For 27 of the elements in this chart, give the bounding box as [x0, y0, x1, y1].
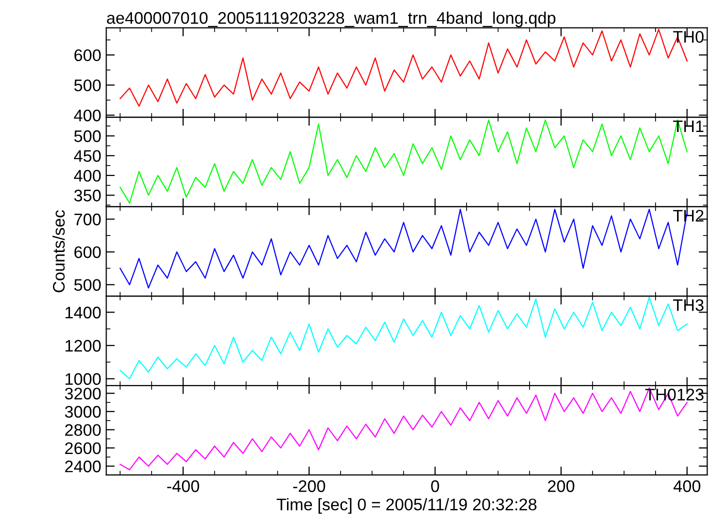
y-tick-label: 2600: [65, 442, 101, 454]
y-tick-label: 500: [74, 79, 101, 92]
y-tick-label: 1000: [66, 373, 101, 385]
chart-title: ae400007010_20051119203228_wam1_trn_4band_long.qdp: [106, 12, 556, 28]
y-tick-label: 1200: [66, 340, 101, 352]
y-tick-label: 3200: [64, 388, 101, 400]
x-tick-label: 0: [431, 480, 440, 492]
y-tick-label: 400: [74, 170, 101, 182]
y-tick-label: 600: [74, 49, 101, 62]
x-tick-label: -200: [293, 480, 326, 492]
y-tick-label: 700: [74, 214, 101, 226]
y-axis-title: Counts/sec: [52, 210, 65, 292]
y-tick-label: 450: [74, 150, 101, 162]
y-tick-label: 500: [74, 130, 101, 142]
y-tick-label: 3000: [64, 406, 101, 418]
y-tick-label: 2400: [65, 460, 101, 472]
x-tick-label: -400: [167, 480, 200, 492]
y-tick-label: 600: [74, 246, 101, 258]
x-tick-label: 200: [548, 480, 574, 492]
y-tick-label: 500: [74, 279, 101, 291]
x-axis-title: Time [sec] 0 = 2005/11/19 20:32:28: [276, 498, 536, 514]
y-tick-label: 1400: [66, 306, 101, 318]
y-tick-label: 2800: [65, 424, 101, 436]
x-tick-label: 400: [674, 480, 700, 492]
series-label: TH3: [673, 299, 704, 312]
y-tick-label: 400: [74, 110, 101, 122]
y-tick-label: 350: [74, 190, 101, 202]
